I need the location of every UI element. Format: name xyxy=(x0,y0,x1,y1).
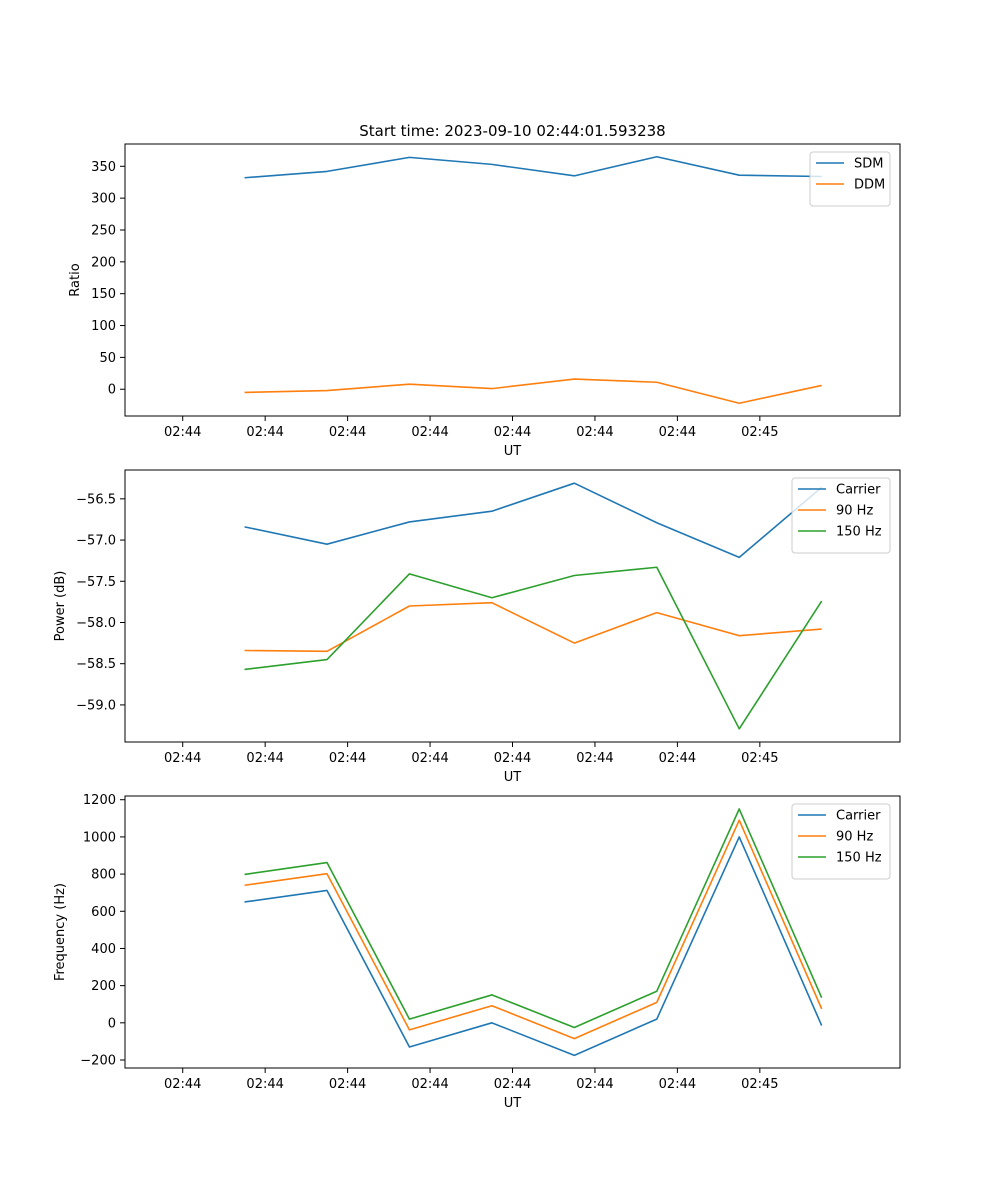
x-tick-label: 02:44 xyxy=(411,1077,448,1092)
y-tick-label: 50 xyxy=(99,351,116,366)
y-tick-label: 1000 xyxy=(83,830,116,845)
series-line-90-hz xyxy=(244,819,823,1040)
y-tick-label: 0 xyxy=(108,1016,116,1031)
y-tick-label: 0 xyxy=(108,383,116,398)
x-tick-label: 02:44 xyxy=(659,1077,696,1092)
legend: Carrier 90 Hz 150 Hz xyxy=(791,803,891,880)
y-tick-label: −57.5 xyxy=(76,575,116,590)
y-axis-label: Frequency (Hz) xyxy=(53,883,68,981)
legend-box xyxy=(791,803,891,880)
x-tick-label: 02:44 xyxy=(164,425,201,440)
y-tick-label: 250 xyxy=(91,223,116,238)
legend-label: 150 Hz xyxy=(836,525,882,540)
x-axis-label: UT xyxy=(504,1096,522,1111)
y-tick-label: −58.5 xyxy=(76,657,116,672)
legend: Carrier 90 Hz 150 Hz xyxy=(791,477,891,554)
y-tick-label: 150 xyxy=(91,287,116,302)
x-tick-label: 02:44 xyxy=(164,751,201,766)
y-tick-label: 200 xyxy=(91,979,116,994)
y-tick-label: −58.0 xyxy=(76,616,116,631)
x-tick-label: 02:44 xyxy=(576,425,613,440)
plot-frame xyxy=(124,469,901,743)
y-tick-label: −200 xyxy=(80,1054,116,1069)
x-tick-label: 02:44 xyxy=(411,425,448,440)
x-tick-label: 02:44 xyxy=(164,1077,201,1092)
x-tick-label: 02:44 xyxy=(329,751,366,766)
series-line-90-hz xyxy=(244,601,822,653)
plot-frame xyxy=(124,143,901,417)
legend-label: DDM xyxy=(854,178,885,193)
y-tick-label: 350 xyxy=(91,160,116,175)
x-tick-label: 02:44 xyxy=(494,751,531,766)
x-axis-label: UT xyxy=(504,770,522,785)
chart-panel-3: 02:44 02:44 02:44 02:44 02:44 02:44 02:44 02:45… xyxy=(53,793,901,1111)
series-line-150-hz xyxy=(244,566,823,730)
x-tick-label: 02:45 xyxy=(741,1077,778,1092)
x-tick-label: 02:44 xyxy=(659,751,696,766)
series-line-sdm xyxy=(244,155,822,179)
y-axis-label: Ratio xyxy=(68,263,83,296)
series-line-carrier xyxy=(244,482,823,559)
x-tick-label: 02:45 xyxy=(741,751,778,766)
chart-panel-1: Start time: 2023-09-10 02:44:01.59323802… xyxy=(68,122,901,459)
x-tick-label: 02:44 xyxy=(576,751,613,766)
y-tick-label: 200 xyxy=(91,255,116,270)
legend-label: Carrier xyxy=(836,483,881,498)
legend-label: 90 Hz xyxy=(836,830,873,845)
x-tick-label: 02:44 xyxy=(246,1077,283,1092)
x-tick-label: 02:44 xyxy=(659,425,696,440)
x-tick-label: 02:44 xyxy=(576,1077,613,1092)
x-tick-label: 02:44 xyxy=(329,425,366,440)
y-tick-label: −57.0 xyxy=(76,534,116,549)
legend-label: Carrier xyxy=(836,809,881,824)
chart-panel-2: 02:44 02:44 02:44 02:44 02:44 02:44 02:44 02:45… xyxy=(53,469,901,785)
y-tick-label: −56.5 xyxy=(76,492,116,507)
legend: SDM DDM xyxy=(809,151,891,207)
y-tick-label: 600 xyxy=(91,905,116,920)
legend-label: 90 Hz xyxy=(836,504,873,519)
x-tick-label: 02:44 xyxy=(246,751,283,766)
series-line-ddm xyxy=(244,378,822,405)
legend-box xyxy=(791,477,891,554)
series-line-carrier xyxy=(244,836,823,1057)
y-tick-label: 100 xyxy=(91,319,116,334)
y-tick-label: 800 xyxy=(91,868,116,883)
legend-box xyxy=(809,151,891,207)
x-tick-label: 02:44 xyxy=(411,751,448,766)
y-tick-label: 1200 xyxy=(83,793,116,808)
x-tick-label: 02:44 xyxy=(329,1077,366,1092)
chart-title: Start time: 2023-09-10 02:44:01.593238 xyxy=(359,122,665,140)
x-tick-label: 02:44 xyxy=(494,1077,531,1092)
y-tick-label: 400 xyxy=(91,942,116,957)
legend-label: SDM xyxy=(854,157,883,172)
y-axis-label: Power (dB) xyxy=(53,571,68,642)
series-line-150-hz xyxy=(244,808,823,1029)
y-tick-label: −59.0 xyxy=(76,698,116,713)
x-tick-label: 02:44 xyxy=(494,425,531,440)
legend-label: 150 Hz xyxy=(836,851,882,866)
x-tick-label: 02:45 xyxy=(741,425,778,440)
x-tick-label: 02:44 xyxy=(246,425,283,440)
plot-frame xyxy=(124,795,901,1069)
y-tick-label: 300 xyxy=(91,192,116,207)
x-axis-label: UT xyxy=(504,444,522,459)
